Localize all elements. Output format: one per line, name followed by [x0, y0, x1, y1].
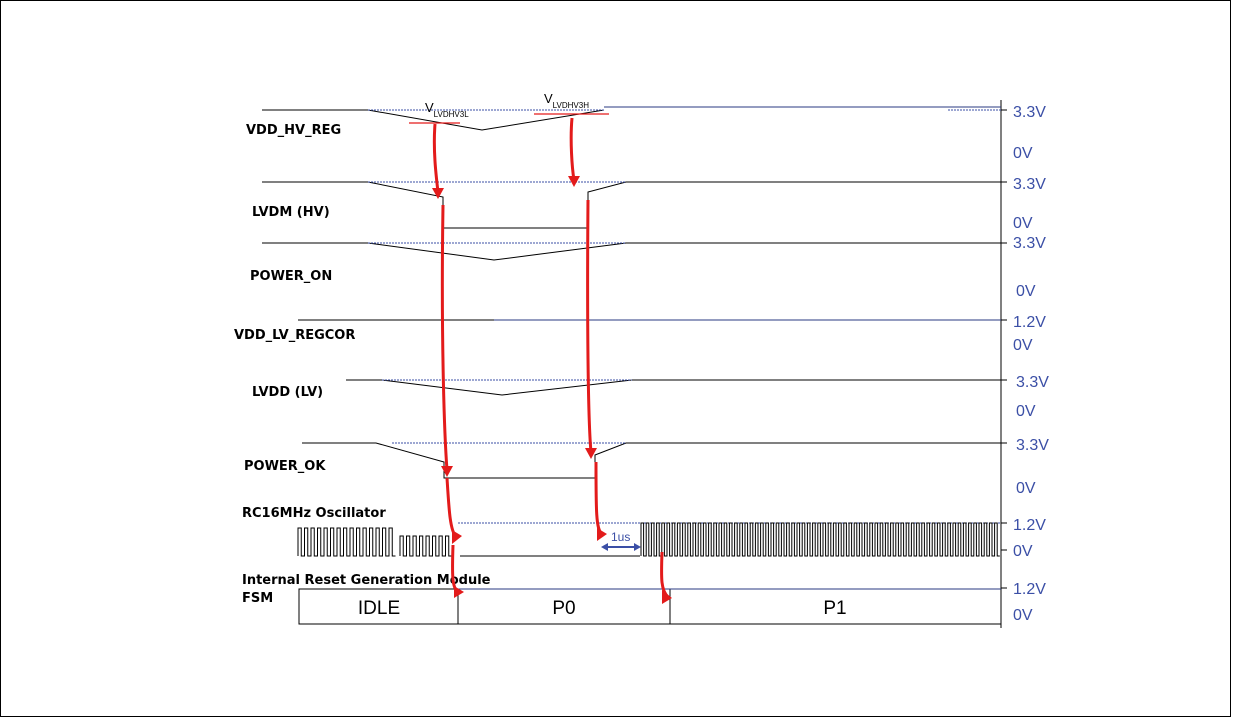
- arrow-osc-to-p1: [660, 551, 670, 599]
- oscillator-pulses-right: [640, 522, 1000, 557]
- threshold-high-label: VLVDHV3H: [544, 91, 589, 110]
- arrow-threshold-low-to-lvdm: [432, 123, 440, 193]
- arrow-threshold-high-to-lvdm: [569, 117, 576, 181]
- arrow-lvdm-to-power-ok-rise: [586, 199, 593, 453]
- trace-power-ok: [302, 442, 1001, 479]
- oscillator-waveform: [399, 535, 452, 557]
- volt-high-power-on: 3.3V: [1013, 235, 1046, 252]
- fsm-state-idle: IDLE: [358, 598, 400, 619]
- signal-label-reset-module: Internal Reset Generation Module: [242, 573, 491, 588]
- volt-low-power-on: 0V: [1016, 283, 1036, 300]
- volt-low-vdd-hv-reg: 0V: [1013, 145, 1033, 162]
- fsm-state-p0: P0: [552, 598, 575, 619]
- volt-high-rc16mhz: 1.2V: [1013, 517, 1046, 534]
- signal-label-lvdm-hv: LVDM (HV): [252, 205, 330, 220]
- signal-label-fsm: FSM: [242, 591, 273, 606]
- threshold-low-label: VLVDHV3L: [425, 100, 469, 119]
- arrow-lvdm-to-power-ok: [440, 204, 449, 471]
- volt-high-fsm: 1.2V: [1013, 581, 1046, 598]
- fsm-states: IDLE P0 P1: [298, 588, 1002, 625]
- trace-lvdd-lv: [346, 379, 1001, 396]
- signal-label-power-ok: POWER_OK: [244, 459, 326, 474]
- volt-high-vdd-hv-reg: 3.3V: [1013, 104, 1046, 121]
- signal-label-lvdd-lv: LVDD (LV): [252, 385, 323, 400]
- trace-rc16mhz: 1us: [297, 522, 1001, 557]
- volt-low-vdd-lv-regcor: 0V: [1013, 337, 1033, 354]
- fsm-box: [298, 588, 1002, 625]
- volt-low-rc16mhz: 0V: [1013, 543, 1033, 560]
- arrow-power-ok-to-osc-start: [594, 461, 604, 536]
- signal-label-power-on: POWER_ON: [250, 269, 332, 284]
- trace-vdd-hv-reg: VLVDHV3L VLVDHV3H: [262, 91, 1001, 131]
- causality-arrows: [432, 117, 672, 604]
- volt-high-vdd-lv-regcor: 1.2V: [1013, 314, 1046, 331]
- volt-low-power-ok: 0V: [1016, 480, 1036, 497]
- volt-low-lvdd: 0V: [1016, 403, 1036, 420]
- volt-low-lvdm: 0V: [1013, 215, 1033, 232]
- fsm-state-p1: P1: [823, 598, 846, 619]
- oscillator-waveform: [640, 522, 1000, 557]
- signal-label-vdd-hv-reg: VDD_HV_REG: [246, 123, 341, 138]
- voltage-ticks: [1001, 109, 1007, 589]
- oscillator-waveform: [297, 527, 396, 557]
- arrow-power-ok-to-osc-stop: [445, 477, 458, 538]
- delay-label: 1us: [611, 530, 630, 544]
- signal-label-rc16mhz: RC16MHz Oscillator: [242, 506, 386, 521]
- trace-power-on: [262, 242, 1001, 261]
- signal-label-vdd-lv-regcor: VDD_LV_REGCOR: [234, 328, 355, 343]
- volt-high-lvdm: 3.3V: [1013, 176, 1046, 193]
- oscillator-pulses-left: [297, 527, 452, 557]
- volt-high-power-ok: 3.3V: [1016, 437, 1049, 454]
- volt-low-fsm: 0V: [1013, 607, 1033, 624]
- volt-high-lvdd: 3.3V: [1016, 374, 1049, 391]
- trace-lvdm-hv: [262, 181, 1001, 229]
